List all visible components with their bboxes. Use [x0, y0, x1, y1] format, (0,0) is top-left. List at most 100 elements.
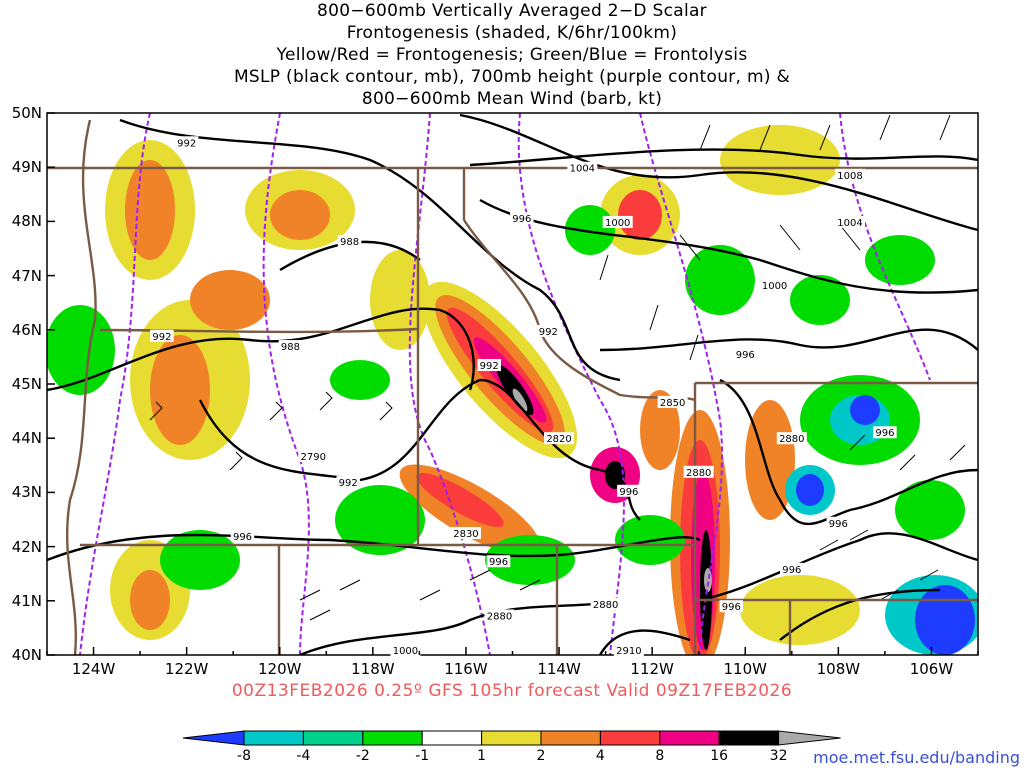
contour-label-text: 2880	[686, 468, 711, 479]
lat-label: 45N	[11, 375, 42, 393]
contour-label: 1000	[602, 215, 633, 229]
contour-label: 996	[826, 516, 851, 530]
colorbar-swatch	[243, 730, 304, 746]
colorbar-label: -1	[415, 748, 430, 764]
contour-label: 1000	[390, 644, 421, 657]
contour-label: 996	[733, 348, 757, 361]
colorbar-swatch	[540, 730, 601, 746]
lon-label: 120W	[258, 660, 302, 678]
contour-label: 992	[150, 329, 174, 343]
contour-label: 2830	[450, 527, 481, 540]
title-line-4: MSLP (black contour, mb), 700mb height (…	[233, 67, 791, 87]
title-line-2: Frontogenesis (shaded, K/6hr/100km)	[346, 23, 678, 43]
contour-label-text: 996	[782, 565, 801, 576]
colorbar-label: -2	[355, 748, 370, 764]
contour-label: 996	[719, 600, 744, 613]
lat-label: 42N	[11, 537, 42, 556]
title-line-5: 800−600mb Mean Wind (barb, kt)	[361, 89, 663, 109]
contour-label-text: 992	[339, 478, 358, 489]
lon-label: 112W	[630, 660, 674, 678]
contour-label-text: 996	[233, 532, 252, 543]
contour-label: 1008	[834, 168, 865, 182]
colorbar	[182, 730, 841, 746]
contour-label-text: 992	[480, 361, 499, 372]
colorbar-label: 32	[769, 748, 788, 764]
contour-label-text: 1008	[837, 171, 862, 182]
colorbar-label: 4	[595, 748, 605, 764]
colorbar-swatch	[362, 730, 423, 746]
state-borders	[47, 119, 978, 655]
contour-label-text: 992	[152, 332, 171, 343]
contour-label: 2880	[590, 598, 621, 611]
contour-label-text: 996	[512, 214, 531, 225]
lon-label: 110W	[723, 660, 767, 678]
colorbar-swatch	[718, 730, 780, 746]
contour-label: 992	[536, 324, 561, 338]
contour-label: 996	[230, 529, 255, 543]
title-line-1: 800−600mb Vertically Averaged 2−D Scalar	[317, 1, 707, 21]
contour-label-text: 992	[539, 327, 558, 338]
lon-label: 108W	[816, 660, 861, 678]
title-line-3: Yellow/Red = Frontogenesis; Green/Blue =…	[276, 45, 748, 65]
contour-label-text: 1000	[605, 218, 630, 229]
contour-label-text: 996	[489, 557, 508, 568]
lat-label: 40N	[11, 646, 42, 664]
contour-label-text: 1004	[837, 218, 862, 229]
lon-label: 114W	[537, 660, 581, 678]
contour-label: 988	[337, 234, 362, 248]
contour-label-text: 2820	[546, 434, 571, 445]
contour-label: 996	[873, 426, 897, 439]
colorbar-swatch	[302, 730, 364, 746]
lat-label: 48N	[11, 212, 42, 231]
contour-label: 996	[780, 562, 804, 576]
contour-label-text: 2910	[616, 646, 641, 657]
contour-label-text: 996	[722, 602, 741, 613]
contour-label: 992	[336, 476, 360, 489]
contour-label: 992	[477, 359, 501, 372]
height-contours	[79, 113, 931, 655]
contour-label: 996	[510, 212, 534, 225]
contour-label-text: 1004	[570, 164, 595, 175]
contour-label-text: 2880	[593, 600, 618, 611]
contour-label: 2820	[544, 432, 575, 445]
contour-label: 2880	[776, 432, 807, 445]
contour-label: 1004	[567, 161, 598, 175]
colorbar-label: 1	[477, 748, 487, 764]
lat-label: 50N	[11, 104, 42, 122]
lon-label: 116W	[444, 660, 488, 678]
contour-label-text: 988	[281, 342, 300, 353]
lat-label: 44N	[11, 429, 42, 448]
axis-ticks	[46, 112, 979, 656]
contour-label: 996	[486, 555, 511, 568]
contour-label-text: 996	[829, 519, 848, 530]
colorbar-swatch	[421, 730, 483, 746]
lon-label: 118W	[351, 660, 395, 678]
contour-label: 988	[278, 340, 303, 353]
contour-label-text: 992	[177, 138, 196, 149]
contour-label: 2910	[613, 644, 644, 657]
lat-label: 43N	[11, 483, 42, 502]
lon-label: 124W	[71, 660, 116, 678]
contour-label: 2880	[683, 465, 714, 479]
colorbar-swatch	[599, 730, 661, 746]
contour-label: 992	[174, 136, 199, 149]
lat-label: 49N	[11, 158, 42, 177]
colorbar-label: 8	[655, 748, 665, 764]
contour-label-text: 2850	[660, 398, 685, 409]
contour-label-text: 1000	[762, 281, 787, 292]
contour-label: 1004	[834, 215, 865, 229]
colorbar-label: -4	[296, 748, 311, 764]
lon-label: 106W	[909, 660, 954, 678]
contour-label-text: 2880	[487, 611, 512, 622]
colorbar-swatch	[481, 730, 542, 746]
contour-label-text: 996	[875, 428, 894, 439]
credit-link[interactable]: moe.met.fsu.edu/banding	[813, 748, 1020, 767]
colorbar-label: 16	[710, 748, 729, 764]
chart-title: 800−600mb Vertically Averaged 2−D Scalar…	[0, 0, 1024, 110]
contour-label-text: 996	[736, 350, 755, 361]
contour-labels: 992 1004 1008 996 1000 1004 988 1000 992 988 992 99…	[150, 136, 897, 657]
lat-label: 47N	[11, 266, 42, 285]
lon-label: 122W	[164, 660, 209, 678]
contour-label: 996	[617, 484, 641, 498]
